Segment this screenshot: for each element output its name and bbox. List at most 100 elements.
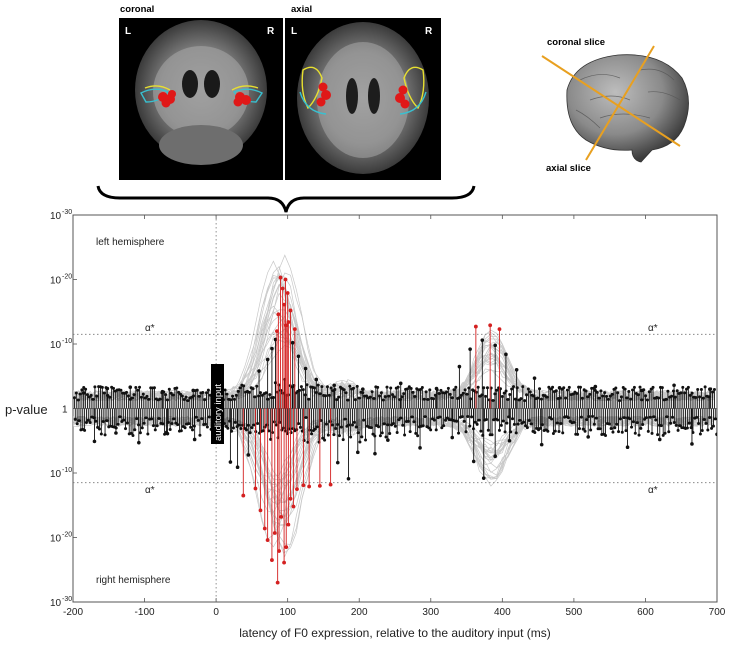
nonsignificant-peak: [114, 408, 118, 435]
nonsignificant-stem: [229, 398, 233, 409]
nonsignificant-stem: [652, 408, 656, 419]
nonsignificant-stem: [74, 391, 78, 409]
nonsignificant-stem: [223, 388, 227, 409]
background-trace: [73, 277, 715, 402]
nonsignificant-stem: [412, 408, 416, 424]
nonsignificant-stem: [488, 408, 492, 437]
nonsignificant-stem: [76, 398, 80, 409]
nonsignificant-stem: [144, 408, 148, 420]
nonsignificant-stem: [381, 398, 385, 409]
background-trace: [73, 415, 715, 548]
significant-stem: [275, 329, 279, 409]
nonsignificant-peak: [493, 343, 497, 409]
significant-stem: [285, 291, 290, 409]
nonsignificant-stem: [519, 397, 523, 409]
nonsignificant-stem: [470, 408, 474, 419]
nonsignificant-stem: [133, 408, 137, 432]
nonsignificant-peak: [504, 352, 508, 409]
nonsignificant-stem: [548, 408, 552, 420]
nonsignificant-stem: [305, 383, 309, 409]
nonsignificant-stem: [248, 408, 252, 435]
nonsignificant-stem: [632, 385, 636, 409]
nonsignificant-stem: [613, 408, 617, 430]
axial-sources: [316, 82, 410, 109]
nonsignificant-stem: [369, 408, 373, 430]
nonsignificant-peak: [507, 408, 512, 443]
nonsignificant-stem: [635, 408, 639, 425]
nonsignificant-stem: [605, 394, 609, 409]
nonsignificant-stem: [538, 408, 542, 430]
nonsignificant-stem: [349, 408, 353, 439]
nonsignificant-stem: [454, 385, 458, 409]
nonsignificant-peak: [480, 338, 485, 409]
svg-text:-10: -10: [62, 338, 72, 345]
nonsignificant-stem: [430, 408, 434, 421]
nonsignificant-stem: [73, 408, 77, 421]
nonsignificant-stem: [608, 394, 612, 409]
nonsignificant-stem: [320, 385, 324, 409]
nonsignificant-stem: [351, 386, 355, 409]
nonsignificant-stem: [698, 408, 702, 436]
nonsignificant-stem: [620, 408, 624, 434]
nonsignificant-stem: [269, 408, 273, 441]
nonsignificant-stem: [334, 408, 338, 430]
nonsignificant-stem: [414, 408, 418, 435]
nonsignificant-stem: [670, 408, 674, 419]
nonsignificant-stem: [181, 408, 185, 429]
nonsignificant-stem: [224, 408, 228, 428]
axial-roi-yellow-right: [403, 66, 425, 110]
nonsignificant-stem: [685, 408, 689, 430]
nonsignificant-stem: [134, 386, 138, 409]
nonsignificant-stem: [562, 386, 566, 409]
significant-stem: [328, 408, 333, 487]
nonsignificant-stem: [536, 396, 540, 409]
nonsignificant-stem: [672, 408, 676, 425]
nonsignificant-stem: [87, 395, 91, 409]
nonsignificant-peak: [137, 408, 141, 445]
nonsignificant-stem: [675, 389, 679, 409]
background-trace: [73, 415, 715, 558]
nonsignificant-peak: [373, 408, 377, 456]
nonsignificant-stem: [555, 408, 559, 425]
nonsignificant-stem: [342, 388, 346, 409]
nonsignificant-stem: [146, 408, 150, 436]
x-tick-label: 700: [709, 607, 726, 618]
nonsignificant-stem: [524, 408, 528, 428]
nonsignificant-stem: [126, 394, 130, 409]
nonsignificant-stem: [512, 408, 516, 426]
nonsignificant-stem: [365, 394, 369, 409]
nonsignificant-stem: [442, 408, 446, 428]
x-tick-label: 400: [494, 607, 511, 618]
nonsignificant-stem: [628, 408, 632, 421]
significant-stem: [262, 408, 267, 531]
nonsignificant-stem: [668, 395, 672, 409]
nonsignificant-stem: [95, 394, 99, 409]
nonsignificant-stem: [325, 385, 329, 409]
nonsignificant-stem: [589, 408, 593, 432]
nonsignificant-stem: [130, 396, 134, 409]
nonsignificant-stem: [387, 394, 391, 409]
nonsignificant-stem: [170, 408, 174, 426]
nonsignificant-stem: [623, 387, 627, 409]
x-tick-label: 200: [351, 607, 368, 618]
nonsignificant-stem: [568, 408, 572, 423]
background-trace: [73, 284, 715, 402]
nonsignificant-stem: [251, 387, 255, 409]
nonsignificant-stem: [176, 408, 180, 427]
nonsignificant-stem: [167, 387, 171, 409]
onset-marker: auditory input: [211, 364, 224, 444]
nonsignificant-stem: [629, 397, 633, 409]
background-trace: [73, 277, 715, 402]
nonsignificant-stem: [103, 408, 107, 437]
nonsignificant-stem: [421, 408, 425, 428]
nonsignificant-stem: [611, 408, 615, 434]
significant-stem: [488, 323, 493, 409]
nonsignificant-stem: [231, 408, 235, 430]
nonsignificant-stem: [711, 390, 715, 409]
x-ticks: -200 -100 0 100 200 300 400 500 600 700: [63, 215, 726, 618]
y-tick-label: 1: [62, 405, 68, 416]
x-tick-label: 600: [637, 607, 654, 618]
nonsignificant-stem: [231, 394, 235, 409]
nonsignificant-stem: [350, 408, 354, 427]
nonsignificant-peak: [265, 357, 270, 409]
